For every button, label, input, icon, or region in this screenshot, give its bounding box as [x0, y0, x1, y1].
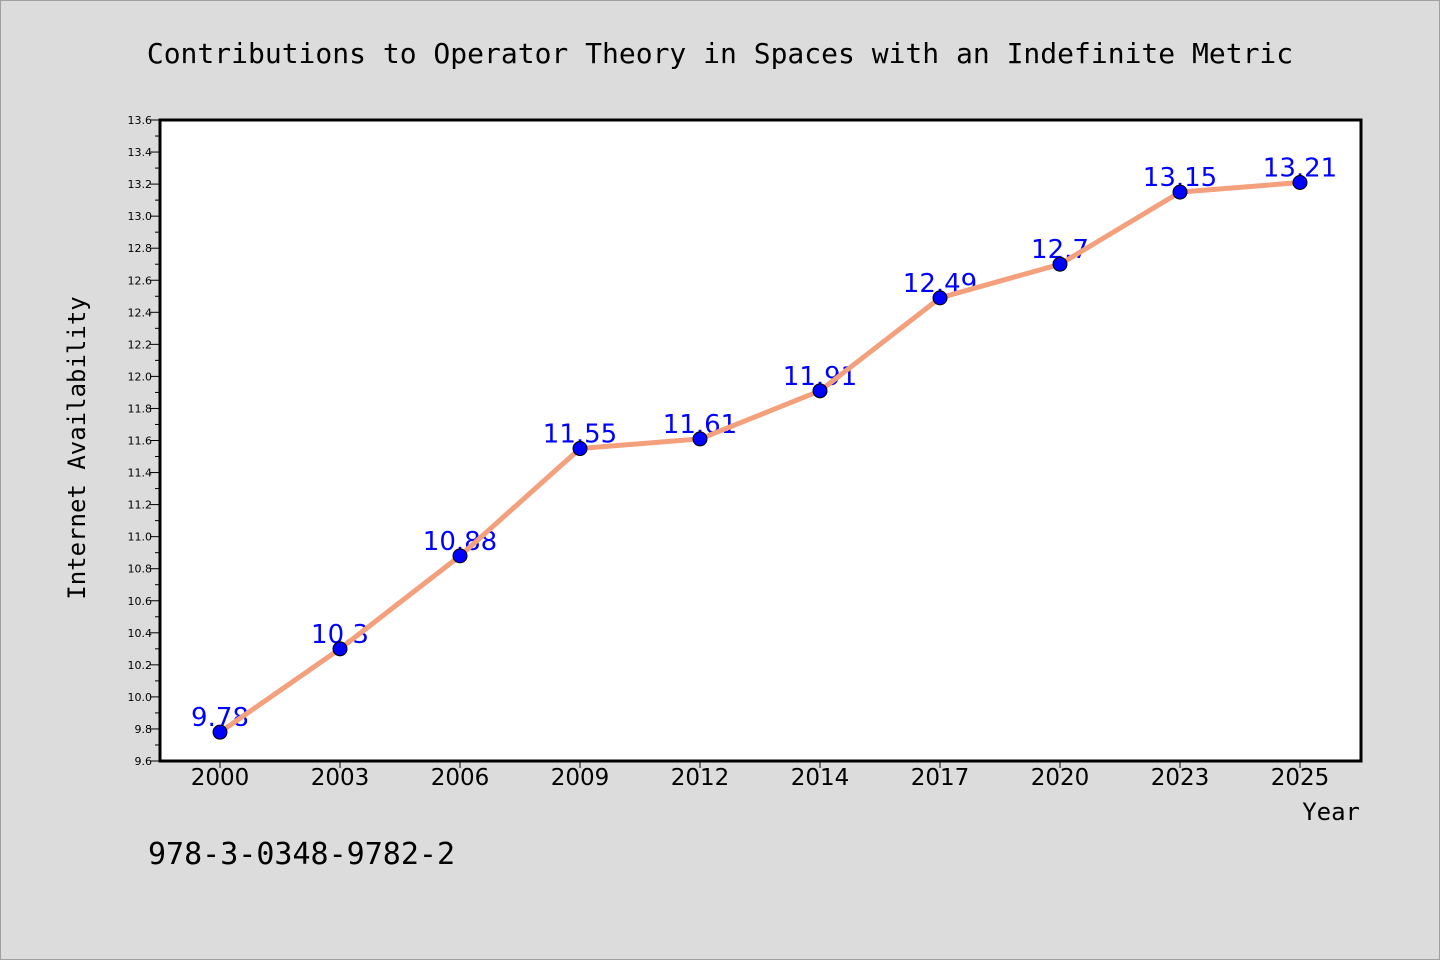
x-tick-label: 2009: [551, 765, 610, 791]
x-tick-label: 2012: [671, 765, 730, 791]
y-tick-label: 13.4: [128, 146, 153, 159]
data-point: [212, 724, 228, 740]
data-point: [812, 383, 828, 399]
y-tick-label: 10.2: [128, 659, 153, 672]
y-tick-label: 12.6: [128, 274, 153, 287]
y-tick-label: 12.8: [128, 242, 153, 255]
x-tick-label: 2000: [191, 765, 250, 791]
x-tick-label: 2003: [311, 765, 370, 791]
data-point: [1172, 184, 1188, 200]
y-axis-ticks: 9.6 9.8 10.0 10.2 10.4 10.6 10.8 11.0 11.2 11.4 11…: [128, 114, 160, 768]
x-tick-label: 2020: [1031, 765, 1090, 791]
y-tick-label: 9.8: [135, 723, 153, 736]
x-axis-ticks: 2000 2003 2006 2009 2012 2014 2017 2020 2023 2025: [191, 761, 1330, 791]
y-tick-label: 11.8: [128, 402, 153, 415]
series-line: [217, 179, 1303, 735]
y-tick-label: 11.0: [128, 531, 153, 544]
y-tick-label: 10.8: [128, 563, 153, 576]
y-tick-label: 11.4: [128, 467, 153, 480]
data-point: [572, 441, 588, 457]
plot-area: [158, 118, 1363, 763]
data-point: [932, 290, 948, 306]
y-tick-label: 12.0: [128, 370, 153, 383]
series-group: [212, 174, 1308, 740]
x-tick-label: 2017: [911, 765, 970, 791]
x-axis-label: Year: [1302, 798, 1360, 826]
y-tick-label: 12.4: [128, 306, 153, 319]
x-tick-label: 2023: [1151, 765, 1210, 791]
y-tick-label: 10.0: [128, 691, 153, 704]
y-tick-label: 10.6: [128, 595, 153, 608]
y-tick-label: 10.4: [128, 627, 153, 640]
y-axis-label: Internet Availability: [63, 296, 91, 599]
data-point: [332, 641, 348, 657]
y-tick-label: 12.2: [128, 338, 153, 351]
y-tick-label: 9.6: [135, 755, 153, 768]
y-tick-label: 13.0: [128, 210, 153, 223]
chart-title: Contributions to Operator Theory in Spac…: [147, 37, 1293, 70]
y-tick-label: 11.6: [128, 435, 153, 448]
isbn-text: 978-3-0348-9782-2: [148, 837, 455, 872]
x-tick-label: 2014: [791, 765, 850, 791]
x-tick-label: 2025: [1271, 765, 1330, 791]
y-tick-label: 13.6: [128, 114, 153, 127]
data-point: [452, 548, 468, 564]
y-tick-label: 11.2: [128, 499, 153, 512]
y-tick-label: 13.2: [128, 178, 153, 191]
data-point: [692, 431, 708, 447]
x-tick-label: 2006: [431, 765, 490, 791]
data-point: [1052, 256, 1068, 272]
data-point: [1292, 174, 1308, 190]
